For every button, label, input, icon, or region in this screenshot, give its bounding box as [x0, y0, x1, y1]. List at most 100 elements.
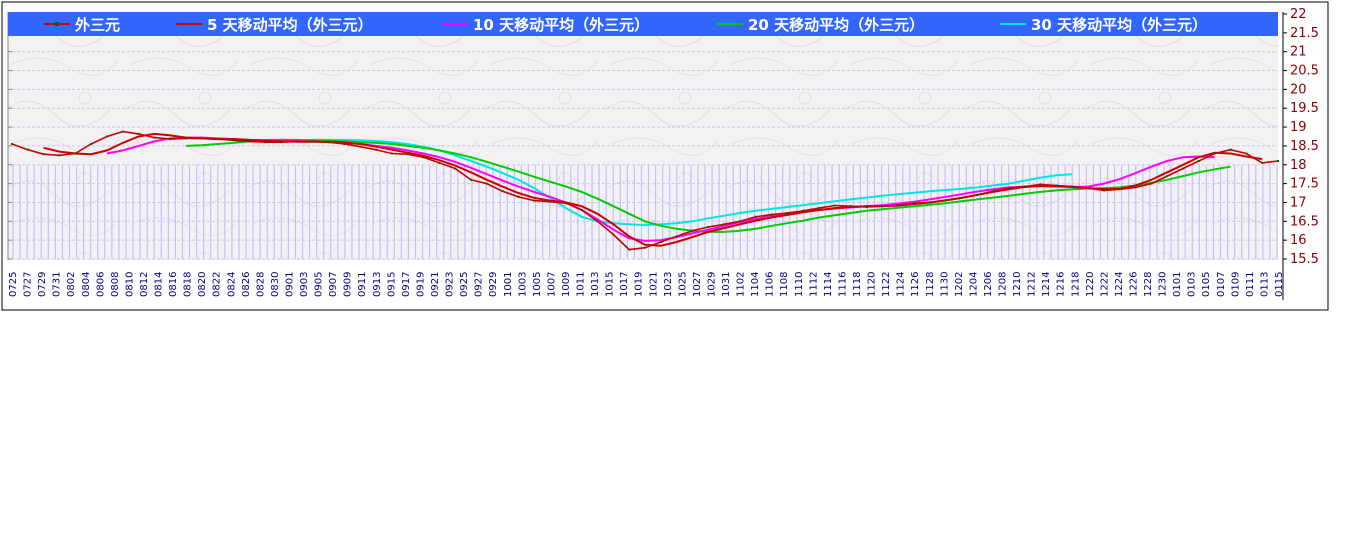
data-point — [232, 139, 235, 142]
data-point — [992, 190, 995, 193]
data-point — [833, 204, 836, 207]
x-tick-label: 1013 — [590, 272, 601, 297]
x-tick-label: 0731 — [52, 272, 63, 297]
data-point — [659, 241, 662, 244]
x-tick-label: 1202 — [954, 272, 965, 297]
y-tick-label: 21.5 — [1290, 26, 1319, 41]
x-tick-label: 0929 — [488, 272, 499, 297]
x-tick-label: 1226 — [1128, 272, 1139, 297]
series-line — [265, 138, 1073, 227]
x-tick-label: 1029 — [706, 272, 717, 297]
data-point — [343, 143, 346, 146]
x-tick-label: 0921 — [430, 272, 441, 297]
data-point — [42, 153, 45, 156]
x-tick-label: 0804 — [81, 272, 92, 297]
data-point — [976, 193, 979, 196]
x-tick-label: 0917 — [401, 272, 412, 297]
data-point — [1118, 188, 1121, 191]
data-point — [311, 140, 314, 143]
x-tick-label: 1009 — [561, 272, 572, 297]
legend-label: 10 天移动平均（外三元） — [473, 16, 649, 34]
data-point — [359, 145, 362, 148]
x-tick-label: 1021 — [648, 272, 659, 297]
x-tick-label: 1106 — [765, 272, 776, 297]
legend-label: 外三元 — [74, 16, 120, 34]
data-point — [928, 201, 931, 204]
data-point — [564, 202, 567, 205]
y-tick-label: 15.5 — [1290, 252, 1319, 267]
plot-background — [8, 12, 1278, 260]
x-tick-label: 0814 — [154, 272, 165, 297]
x-tick-label: 1102 — [736, 272, 747, 297]
x-tick-label: 0111 — [1245, 272, 1256, 297]
x-tick-label: 0919 — [415, 272, 426, 297]
x-tick-label: 0808 — [110, 272, 121, 297]
x-tick-label: 0103 — [1187, 272, 1198, 297]
x-tick-label: 1122 — [881, 272, 892, 297]
y-tick-label: 22 — [1290, 7, 1307, 22]
y-tick-label: 18 — [1290, 158, 1307, 173]
data-point — [1197, 160, 1200, 162]
x-tick-label: 1025 — [677, 272, 688, 297]
y-tick-label: 21 — [1290, 45, 1307, 60]
y-tick-label: 16 — [1290, 233, 1307, 248]
legend-label: 5 天移动平均（外三元） — [207, 16, 373, 34]
data-point — [153, 136, 156, 139]
x-tick-label: 1001 — [503, 272, 514, 297]
x-tick-label: 1017 — [619, 272, 630, 297]
x-tick-label: 1220 — [1085, 272, 1096, 297]
x-tick-label: 0725 — [8, 272, 19, 297]
data-point — [185, 137, 188, 140]
data-point — [264, 141, 267, 144]
data-point — [1055, 184, 1058, 187]
x-tick-label: 1007 — [546, 272, 557, 297]
x-tick-label: 1228 — [1143, 272, 1154, 297]
x-tick-label: 1126 — [910, 272, 921, 297]
data-point — [90, 143, 93, 146]
x-tick-label: 1114 — [823, 272, 834, 297]
data-point — [1007, 187, 1010, 190]
data-point — [105, 135, 108, 138]
x-tick-label: 0907 — [328, 272, 339, 297]
data-point — [438, 161, 441, 164]
x-tick-label: 1027 — [692, 272, 703, 297]
x-tick-label: 0113 — [1259, 272, 1270, 297]
data-point — [58, 154, 61, 157]
data-point — [1071, 185, 1074, 188]
x-tick-label: 0107 — [1216, 272, 1227, 297]
data-point — [169, 138, 172, 141]
y-tick-label: 20 — [1290, 82, 1307, 97]
x-tick-label: 0806 — [95, 272, 106, 297]
legend-bar — [8, 12, 1278, 36]
series-layer — [11, 130, 1279, 251]
x-tick-label: 0913 — [372, 272, 383, 297]
x-tick-label: 0903 — [299, 272, 310, 297]
data-point — [11, 143, 13, 146]
x-tick-label: 1019 — [634, 272, 645, 297]
bar-layer — [12, 165, 1278, 259]
x-tick-label: 0820 — [197, 272, 208, 297]
y-tick-label: 16.5 — [1290, 214, 1319, 229]
data-point — [121, 130, 124, 133]
x-tick-label: 0905 — [314, 272, 325, 297]
y-tick-label: 17 — [1290, 195, 1307, 210]
data-point — [454, 167, 457, 170]
data-point — [406, 153, 409, 156]
x-tick-label: 1112 — [808, 272, 819, 297]
x-tick-label: 1023 — [663, 272, 674, 297]
y-tick-label: 20.5 — [1290, 64, 1319, 79]
y-tick-label: 19.5 — [1290, 101, 1319, 116]
data-point — [1150, 182, 1153, 185]
data-point — [644, 246, 646, 249]
data-point — [1134, 186, 1137, 189]
x-tick-label: 0105 — [1201, 272, 1212, 297]
data-point — [818, 207, 821, 210]
x-tick-label: 1110 — [794, 272, 805, 297]
x-tick-label: 1015 — [605, 272, 616, 297]
x-tick-label: 0115 — [1274, 272, 1285, 297]
x-tick-label: 1206 — [983, 272, 994, 297]
x-tick-label: 1005 — [532, 272, 543, 297]
data-point — [754, 215, 757, 218]
x-tick-label: 0812 — [139, 272, 150, 297]
data-point — [469, 178, 472, 181]
